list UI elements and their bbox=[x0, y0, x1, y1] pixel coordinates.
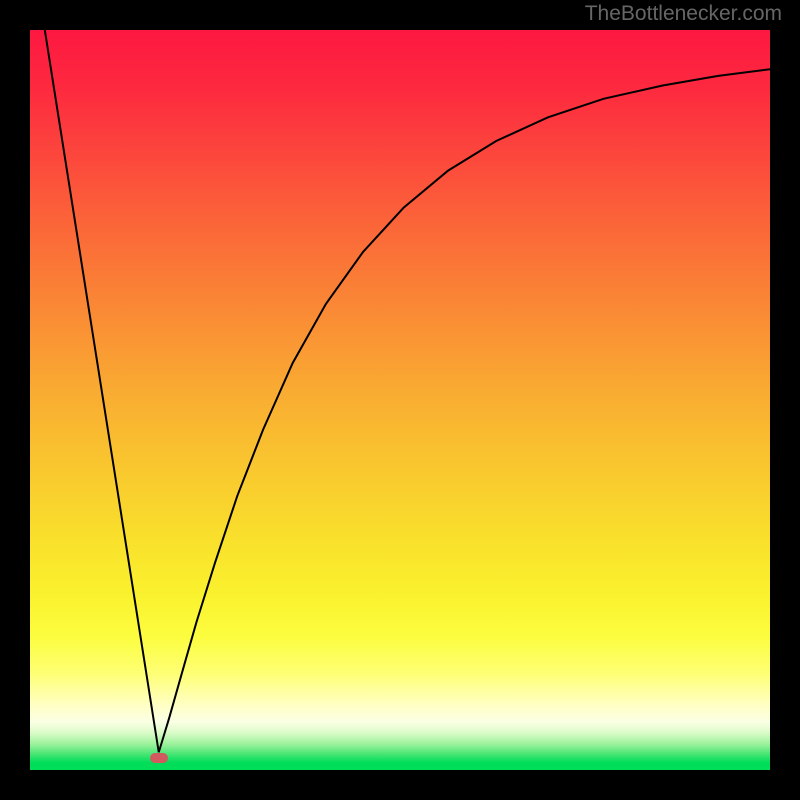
minimum-marker bbox=[150, 753, 168, 763]
bottleneck-curve bbox=[30, 30, 770, 770]
watermark-text: TheBottlenecker.com bbox=[585, 2, 782, 26]
plot-area bbox=[30, 30, 770, 770]
